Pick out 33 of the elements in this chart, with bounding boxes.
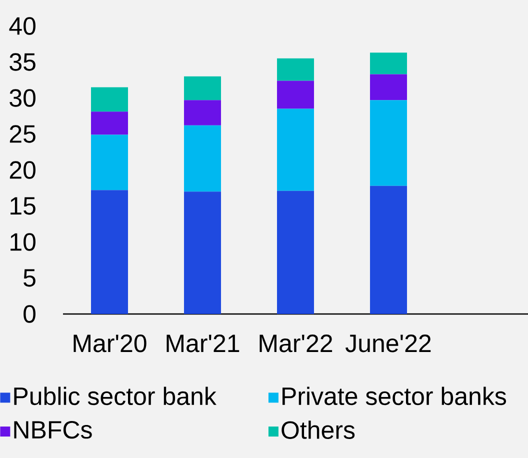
y-tick-label: 10 [10,233,36,251]
bar [184,100,222,126]
bar [91,112,128,135]
y-tick-label: 15 [10,197,36,215]
bar [91,134,128,190]
y-tick-label: 35 [10,53,36,71]
bar [370,100,408,186]
x-tick-label: Mar'20 [74,334,146,352]
bar [91,190,128,314]
legend-label: NBFCs [14,420,92,439]
x-tick-label: Mar'22 [260,334,332,352]
legend-label: Private sector banks [282,386,506,406]
bar [370,52,408,74]
x-tick-label: June'22 [346,334,431,352]
y-tick-label: 0 [24,305,36,323]
bar [184,192,222,314]
y-tick-label: 40 [9,17,36,35]
y-tick-label: 30 [10,89,36,107]
legend-label: Public sector bank [14,386,216,406]
bar [277,80,314,109]
y-tick-label: 5 [24,269,36,287]
x-tick-label: Mar'21 [166,334,240,352]
bar [277,190,314,314]
bar [91,87,128,112]
bar [277,58,314,81]
legend-label: Others [282,420,355,439]
bar [184,125,222,192]
bar [370,186,408,314]
y-tick-label: 25 [10,125,36,143]
bar [277,108,314,191]
bar [370,74,408,100]
y-tick-label: 20 [10,161,36,179]
bar [184,76,222,100]
